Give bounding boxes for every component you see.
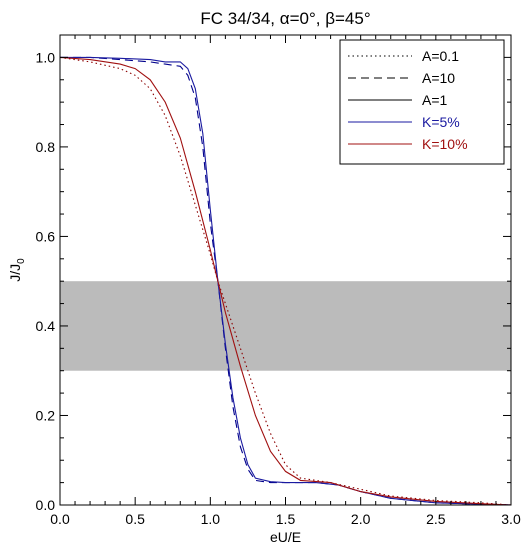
y-tick-label: 0.8	[36, 139, 56, 155]
legend-label: K=5%	[422, 114, 460, 130]
y-tick-label: 1.0	[36, 49, 56, 65]
x-tick-label: 1.5	[276, 511, 296, 527]
x-tick-label: 0.5	[125, 511, 145, 527]
legend-label: A=0.1	[422, 48, 459, 64]
y-axis-label-subscript: 0	[16, 258, 27, 264]
y-tick-label: 0.2	[36, 407, 56, 423]
y-axis-label-main: J/J	[7, 264, 23, 282]
y-tick-label: 0.6	[36, 228, 56, 244]
y-tick-label: 0.4	[36, 318, 56, 334]
shaded-band	[60, 281, 511, 371]
legend-box	[339, 39, 505, 165]
legend-label: A=1	[422, 92, 448, 108]
y-tick-label: 0.0	[36, 497, 56, 513]
series-line-a-0-1	[59, 56, 512, 506]
chart-title: FC 34/34, α=0°, β=45°	[200, 9, 370, 28]
y-axis-label: J/J0	[7, 258, 27, 282]
x-tick-label: 2.0	[351, 511, 371, 527]
x-axis-label: eU/E	[270, 529, 301, 545]
legend-label: K=10%	[422, 136, 468, 152]
x-tick-label: 1.0	[201, 511, 221, 527]
series-line-k-10-	[59, 56, 512, 506]
x-tick-label: 3.0	[501, 511, 521, 527]
x-tick-label: 0.0	[50, 511, 70, 527]
x-tick-label: 2.5	[426, 511, 446, 527]
legend-label: A=10	[422, 70, 455, 86]
